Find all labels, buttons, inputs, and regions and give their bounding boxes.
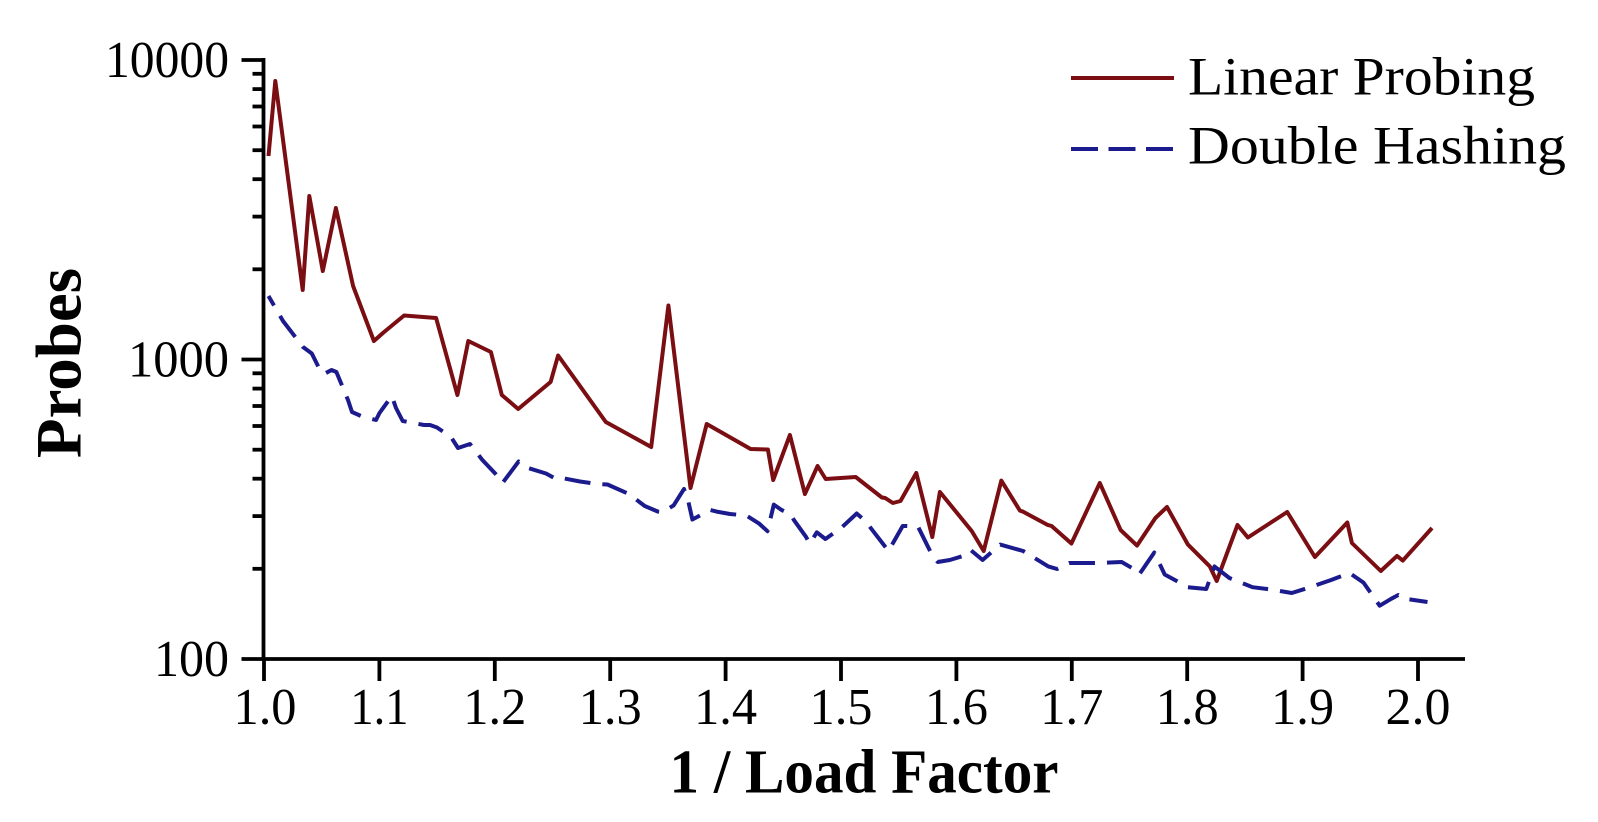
svg-text:1000: 1000: [128, 332, 229, 389]
svg-text:Double Hashing: Double Hashing: [1188, 116, 1566, 176]
svg-text:2.0: 2.0: [1386, 679, 1451, 736]
svg-text:1.0: 1.0: [234, 679, 297, 736]
svg-text:1.2: 1.2: [463, 679, 526, 736]
svg-text:1 / Load Factor: 1 / Load Factor: [670, 739, 1059, 807]
svg-text:1.8: 1.8: [1156, 679, 1219, 736]
svg-text:100: 100: [154, 631, 229, 688]
svg-text:1.4: 1.4: [694, 679, 757, 736]
svg-text:Linear Probing: Linear Probing: [1188, 47, 1535, 107]
svg-text:1.1: 1.1: [350, 679, 408, 736]
svg-text:1.9: 1.9: [1271, 679, 1334, 736]
svg-text:1.6: 1.6: [925, 679, 988, 736]
svg-text:10000: 10000: [105, 32, 229, 89]
svg-text:1.7: 1.7: [1040, 679, 1103, 736]
svg-text:1.3: 1.3: [579, 679, 642, 736]
svg-text:Probes: Probes: [24, 268, 96, 458]
svg-text:1.5: 1.5: [810, 679, 873, 736]
